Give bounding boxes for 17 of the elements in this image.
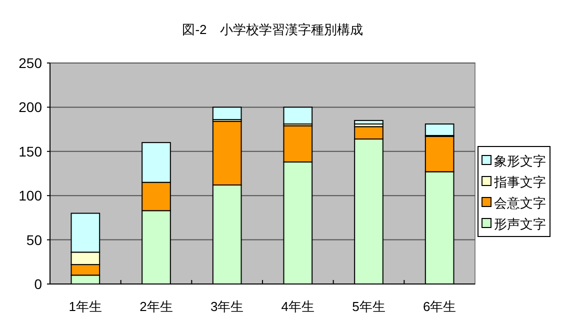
legend-label: 象形文字 bbox=[494, 154, 546, 168]
y-tick-label: 150 bbox=[18, 143, 42, 160]
x-tick-label: 3年生 bbox=[210, 299, 244, 314]
x-tick-label: 6年生 bbox=[422, 299, 456, 314]
x-tick-label: 2年生 bbox=[140, 299, 173, 314]
y-tick-label: 0 bbox=[34, 276, 42, 292]
x-tick-label: 5年生 bbox=[352, 299, 386, 314]
y-tick-label: 50 bbox=[26, 232, 42, 248]
y-tick-label: 250 bbox=[18, 55, 42, 71]
y-tick-label: 200 bbox=[18, 99, 42, 116]
legend-label: 形声文字 bbox=[494, 216, 546, 232]
legend-label: 指事文字 bbox=[493, 174, 546, 190]
y-tick-label: 100 bbox=[18, 188, 42, 204]
chart-title: 図-2 小学校学習漢字種別構成 bbox=[182, 22, 363, 37]
x-tick-label: 4年生 bbox=[281, 299, 315, 314]
x-tick-label: 1年生 bbox=[68, 299, 102, 314]
legend-label: 会意文字 bbox=[494, 196, 546, 210]
